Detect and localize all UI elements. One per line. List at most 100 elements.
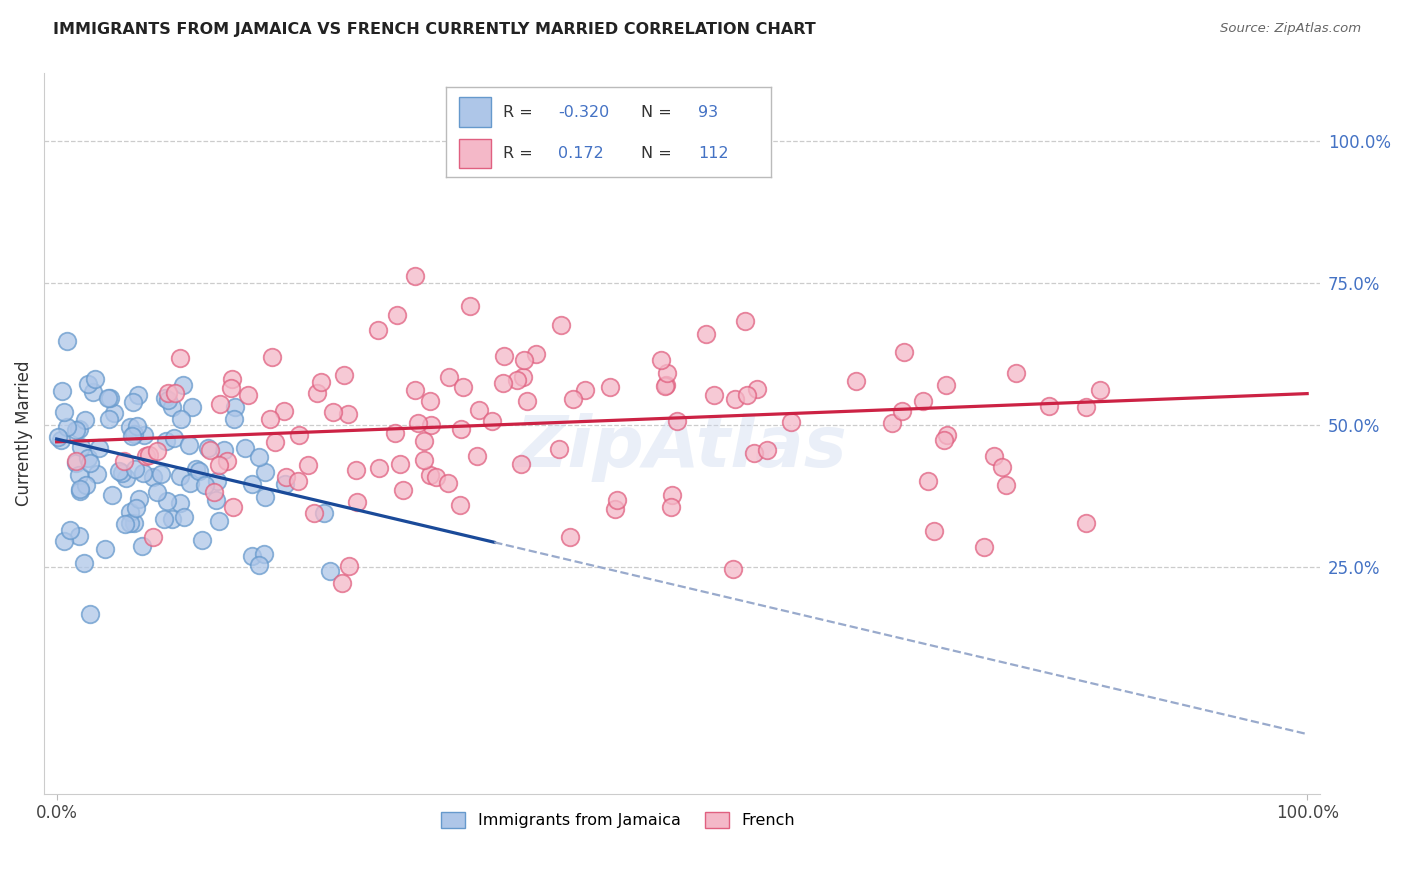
Point [695, 327, 717, 342]
Point [437, 476, 460, 491]
Point [973, 540, 995, 554]
Point [247, 450, 270, 465]
Point [935, 427, 957, 442]
Point [302, 506, 325, 520]
Point [384, 425, 406, 440]
Point [125, 419, 148, 434]
Point [79, 607, 101, 621]
Point [122, 427, 145, 442]
Point [385, 308, 408, 322]
Point [114, 471, 136, 485]
Point [67, 529, 90, 543]
Point [208, 514, 231, 528]
Point [367, 323, 389, 337]
Point [52, 534, 75, 549]
Point [240, 477, 263, 491]
Point [127, 387, 149, 401]
Point [460, 299, 482, 313]
Point [67, 422, 90, 436]
Point [65, 457, 87, 471]
Point [845, 374, 868, 388]
Point [146, 484, 169, 499]
Point [1004, 366, 1026, 380]
Point [153, 512, 176, 526]
Point [212, 442, 235, 457]
Point [735, 388, 758, 402]
Point [125, 501, 148, 516]
Point [238, 388, 260, 402]
Point [779, 415, 801, 429]
Point [330, 575, 353, 590]
Point [893, 345, 915, 359]
Point [419, 394, 441, 409]
Point [465, 449, 488, 463]
Point [513, 353, 536, 368]
Point [200, 442, 222, 457]
Point [219, 381, 242, 395]
Point [157, 386, 180, 401]
Point [157, 392, 180, 407]
Point [425, 469, 447, 483]
Point [69, 482, 91, 496]
Point [73, 556, 96, 570]
Point [197, 441, 219, 455]
Point [319, 564, 342, 578]
Point [69, 484, 91, 499]
Point [122, 516, 145, 531]
Point [437, 369, 460, 384]
Point [101, 488, 124, 502]
Point [247, 558, 270, 572]
Point [97, 412, 120, 426]
Point [208, 458, 231, 473]
Point [337, 559, 360, 574]
Point [160, 512, 183, 526]
Point [932, 434, 955, 448]
Point [77, 377, 100, 392]
Legend: Immigrants from Jamaica, French: Immigrants from Jamaica, French [434, 805, 801, 835]
Text: IMMIGRANTS FROM JAMAICA VS FRENCH CURRENTLY MARRIED CORRELATION CHART: IMMIGRANTS FROM JAMAICA VS FRENCH CURREN… [53, 22, 815, 37]
Point [65, 423, 87, 437]
Point [413, 434, 436, 448]
Point [155, 434, 177, 448]
Point [659, 500, 682, 515]
Point [222, 500, 245, 514]
Point [882, 416, 904, 430]
Point [153, 391, 176, 405]
Point [76, 450, 98, 465]
Text: ZipAtlas: ZipAtlas [516, 413, 848, 483]
Point [724, 392, 747, 406]
Point [451, 380, 474, 394]
Point [253, 547, 276, 561]
Point [650, 352, 672, 367]
Point [51, 434, 73, 448]
Point [187, 464, 209, 478]
Point [202, 484, 225, 499]
Point [1074, 516, 1097, 530]
Point [75, 413, 97, 427]
Point [404, 268, 426, 283]
Point [86, 467, 108, 481]
Point [118, 420, 141, 434]
Point [217, 454, 239, 468]
Point [194, 477, 217, 491]
Point [260, 350, 283, 364]
Point [312, 506, 335, 520]
Point [120, 505, 142, 519]
Point [1038, 399, 1060, 413]
Point [52, 404, 75, 418]
Point [169, 496, 191, 510]
Point [419, 417, 441, 432]
Point [506, 373, 529, 387]
Point [413, 452, 436, 467]
Point [191, 533, 214, 548]
Point [389, 458, 412, 472]
Point [924, 524, 946, 538]
Point [599, 380, 621, 394]
Point [449, 498, 471, 512]
Point [51, 384, 73, 399]
Point [419, 468, 441, 483]
Point [983, 450, 1005, 464]
Point [156, 494, 179, 508]
Point [135, 449, 157, 463]
Point [404, 383, 426, 397]
